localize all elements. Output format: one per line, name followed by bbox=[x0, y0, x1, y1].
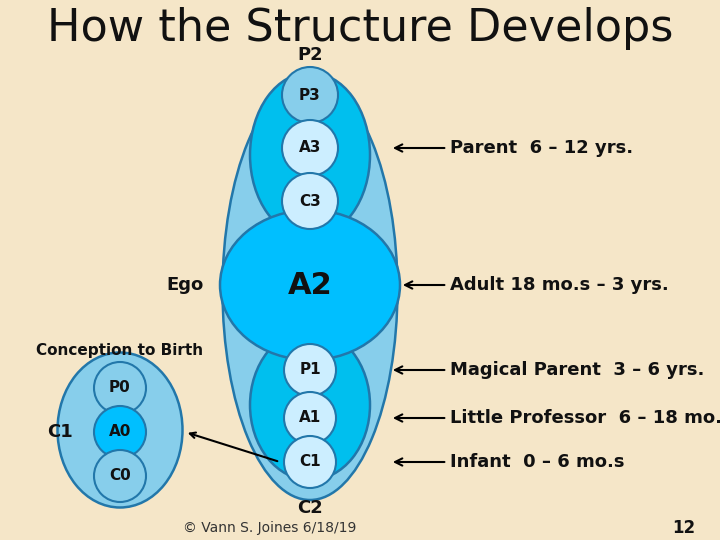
Text: Little Professor  6 – 18 mo.s: Little Professor 6 – 18 mo.s bbox=[395, 409, 720, 427]
Text: Adult 18 mo.s – 3 yrs.: Adult 18 mo.s – 3 yrs. bbox=[405, 276, 669, 294]
Ellipse shape bbox=[222, 80, 397, 500]
Circle shape bbox=[94, 450, 146, 502]
Text: Magical Parent  3 – 6 yrs.: Magical Parent 3 – 6 yrs. bbox=[395, 361, 704, 379]
Ellipse shape bbox=[250, 330, 370, 480]
Text: C0: C0 bbox=[109, 469, 131, 483]
Text: A2: A2 bbox=[287, 271, 333, 300]
Text: A1: A1 bbox=[299, 410, 321, 426]
Circle shape bbox=[282, 67, 338, 123]
Circle shape bbox=[94, 362, 146, 414]
Text: 12: 12 bbox=[672, 519, 695, 537]
Text: P3: P3 bbox=[299, 87, 321, 103]
Ellipse shape bbox=[250, 72, 370, 238]
Text: © Vann S. Joines 6/18/19: © Vann S. Joines 6/18/19 bbox=[184, 521, 356, 535]
Circle shape bbox=[284, 392, 336, 444]
Circle shape bbox=[284, 344, 336, 396]
Text: Ego: Ego bbox=[166, 276, 204, 294]
Circle shape bbox=[282, 173, 338, 229]
Text: Conception to Birth: Conception to Birth bbox=[37, 342, 204, 357]
Text: P1: P1 bbox=[300, 362, 321, 377]
Circle shape bbox=[282, 120, 338, 176]
Circle shape bbox=[94, 406, 146, 458]
Text: C3: C3 bbox=[299, 193, 321, 208]
Ellipse shape bbox=[220, 210, 400, 360]
Text: P0: P0 bbox=[109, 381, 131, 395]
Circle shape bbox=[284, 436, 336, 488]
Text: C1: C1 bbox=[47, 423, 73, 441]
Text: C2: C2 bbox=[297, 499, 323, 517]
Text: How the Structure Develops: How the Structure Develops bbox=[47, 6, 673, 50]
Text: A0: A0 bbox=[109, 424, 131, 440]
Text: C1: C1 bbox=[300, 455, 321, 469]
Ellipse shape bbox=[58, 353, 182, 508]
Text: Infant  0 – 6 mo.s: Infant 0 – 6 mo.s bbox=[395, 453, 624, 471]
Text: P2: P2 bbox=[297, 46, 323, 64]
Text: Parent  6 – 12 yrs.: Parent 6 – 12 yrs. bbox=[395, 139, 633, 157]
Text: A3: A3 bbox=[299, 140, 321, 156]
